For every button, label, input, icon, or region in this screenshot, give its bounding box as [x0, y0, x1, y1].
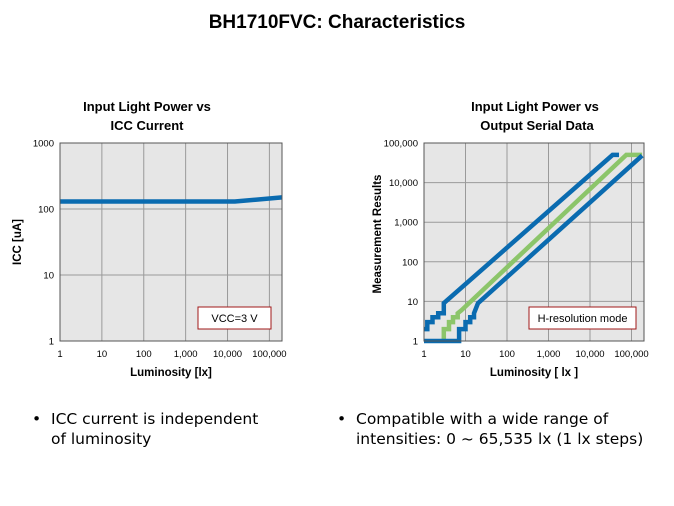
series-group	[424, 152, 644, 344]
x-tick-label: 1	[57, 349, 62, 360]
x-tick-label: 1	[421, 349, 426, 360]
x-tick-label: 1,000	[537, 349, 561, 360]
plot-frame	[59, 142, 283, 342]
bullet-marker: •	[337, 410, 347, 428]
annotation-text: VCC=3 V	[211, 313, 258, 325]
x-tick-labels: 1 10 100 1,000 10,000 100,000	[421, 349, 648, 360]
series-line-1	[424, 152, 619, 332]
x-tick-label: 10,000	[213, 349, 242, 360]
y-tick-label: 1	[49, 337, 54, 348]
bullet-line: Compatible with a wide range of	[356, 410, 609, 428]
bullet-left: • ICC current is independent of luminosi…	[32, 409, 322, 449]
x-tick-label: 1,000	[174, 349, 198, 360]
annotation-box	[528, 306, 637, 330]
bullet-line: ICC current is independent	[51, 410, 259, 428]
y-axis-label: ICC [uA]	[12, 219, 24, 265]
chart-title-line1: Input Light Power vs	[471, 99, 599, 114]
x-tick-labels: 1 10 100 1,000 10,000 100,000	[57, 349, 286, 360]
annotation-box	[197, 306, 272, 330]
bullet-line: intensities: 0 ~ 65,535 lx (1 lx steps)	[356, 430, 644, 448]
y-tick-label: 1,000	[394, 218, 418, 229]
series-line-1	[60, 195, 283, 204]
x-tick-label: 10,000	[575, 349, 604, 360]
x-tick-label: 100	[136, 349, 152, 360]
x-tick-label: 10	[97, 349, 108, 360]
series-line-2	[441, 152, 643, 341]
chart-title-line2: Output Serial Data	[480, 118, 594, 133]
y-axis-label: Measurement Results	[372, 175, 384, 294]
y-tick-label: 1	[413, 337, 418, 348]
y-tick-label: 10	[407, 297, 418, 308]
plot-frame	[423, 142, 645, 342]
page-title: BH1710FVC: Characteristics	[208, 12, 466, 33]
y-tick-label: 1000	[33, 139, 54, 150]
bullet-line: of luminosity	[51, 430, 152, 448]
x-tick-label: 100,000	[614, 349, 648, 360]
x-tick-label: 100,000	[252, 349, 286, 360]
y-tick-label: 10	[43, 271, 54, 282]
chart-title-line1: Input Light Power vs	[83, 99, 211, 114]
x-tick-label: 10	[460, 349, 471, 360]
y-tick-labels: 1 10 100 1,000 10,000 100,000	[384, 139, 418, 348]
x-axis-label: Luminosity [ lx ]	[490, 367, 578, 379]
annotation-text: H-resolution mode	[538, 313, 628, 325]
y-tick-label: 100,000	[384, 139, 418, 150]
series-group	[60, 195, 283, 204]
chart-title-line2: ICC Current	[111, 118, 185, 133]
y-tick-label: 100	[38, 205, 54, 216]
y-tick-label: 10,000	[389, 178, 418, 189]
x-tick-label: 100	[499, 349, 515, 360]
y-tick-labels: 1 10 100 1000	[33, 139, 54, 348]
x-axis-label: Luminosity [lx]	[130, 367, 212, 379]
bullet-marker: •	[32, 410, 42, 428]
series-line-3	[424, 153, 644, 344]
bullet-right: • Compatible with a wide range of intens…	[337, 409, 667, 449]
y-tick-label: 100	[402, 257, 418, 268]
